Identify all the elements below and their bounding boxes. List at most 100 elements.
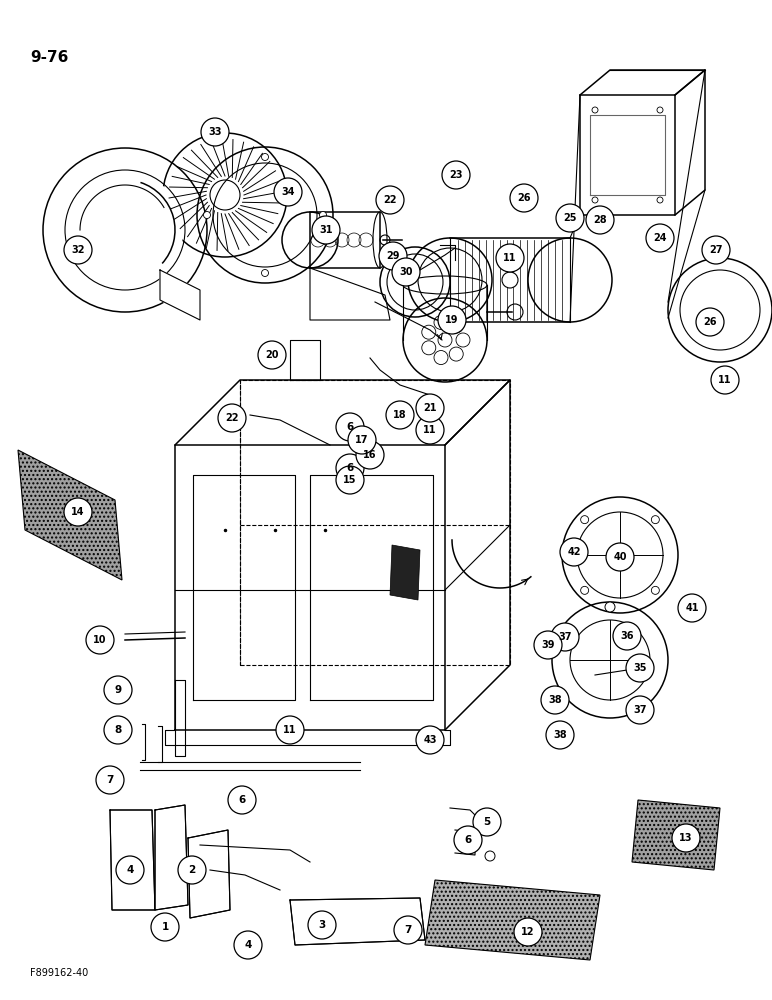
Text: 4: 4 bbox=[127, 865, 134, 875]
Circle shape bbox=[473, 808, 501, 836]
Text: 6: 6 bbox=[347, 422, 354, 432]
Circle shape bbox=[581, 516, 588, 524]
Text: 13: 13 bbox=[679, 833, 692, 843]
Circle shape bbox=[96, 766, 124, 794]
Text: 42: 42 bbox=[567, 547, 581, 557]
Text: 10: 10 bbox=[93, 635, 107, 645]
Circle shape bbox=[276, 716, 304, 744]
Text: 22: 22 bbox=[383, 195, 397, 205]
Circle shape bbox=[560, 538, 588, 566]
Circle shape bbox=[510, 184, 538, 212]
Text: 20: 20 bbox=[266, 350, 279, 360]
Polygon shape bbox=[425, 880, 600, 960]
Circle shape bbox=[711, 366, 739, 394]
Text: 19: 19 bbox=[445, 315, 459, 325]
Text: 36: 36 bbox=[620, 631, 634, 641]
Circle shape bbox=[348, 426, 376, 454]
Circle shape bbox=[514, 918, 542, 946]
Circle shape bbox=[613, 622, 641, 650]
Circle shape bbox=[652, 516, 659, 524]
Circle shape bbox=[702, 236, 730, 264]
Text: 29: 29 bbox=[386, 251, 400, 261]
Text: 32: 32 bbox=[71, 245, 85, 255]
Text: 30: 30 bbox=[399, 267, 413, 277]
Circle shape bbox=[605, 602, 615, 612]
Circle shape bbox=[320, 212, 327, 219]
Polygon shape bbox=[290, 898, 425, 945]
Circle shape bbox=[379, 242, 407, 270]
Circle shape bbox=[336, 466, 364, 494]
Text: 31: 31 bbox=[320, 225, 333, 235]
Text: 11: 11 bbox=[718, 375, 732, 385]
Text: 23: 23 bbox=[449, 170, 462, 180]
Circle shape bbox=[336, 413, 364, 441]
Circle shape bbox=[312, 216, 340, 244]
Circle shape bbox=[416, 416, 444, 444]
Circle shape bbox=[218, 404, 246, 432]
Text: 26: 26 bbox=[517, 193, 531, 203]
Text: 35: 35 bbox=[633, 663, 647, 673]
Text: 5: 5 bbox=[483, 817, 491, 827]
Text: 40: 40 bbox=[613, 552, 627, 562]
Text: 2: 2 bbox=[188, 865, 195, 875]
Circle shape bbox=[416, 394, 444, 422]
Circle shape bbox=[104, 676, 132, 704]
Polygon shape bbox=[160, 270, 200, 320]
Circle shape bbox=[626, 696, 654, 724]
Circle shape bbox=[228, 786, 256, 814]
Text: 8: 8 bbox=[114, 725, 122, 735]
Text: 3: 3 bbox=[318, 920, 326, 930]
Circle shape bbox=[581, 586, 588, 594]
Circle shape bbox=[308, 911, 336, 939]
Text: 6: 6 bbox=[465, 835, 472, 845]
Circle shape bbox=[465, 843, 475, 853]
Text: 38: 38 bbox=[554, 730, 567, 740]
Text: 39: 39 bbox=[541, 640, 555, 650]
Text: 7: 7 bbox=[405, 925, 411, 935]
Circle shape bbox=[394, 916, 422, 944]
Text: 21: 21 bbox=[423, 403, 437, 413]
Text: 34: 34 bbox=[281, 187, 295, 197]
Circle shape bbox=[678, 594, 706, 622]
Circle shape bbox=[586, 206, 614, 234]
Polygon shape bbox=[110, 810, 155, 910]
Text: 27: 27 bbox=[709, 245, 723, 255]
Circle shape bbox=[626, 654, 654, 682]
Text: 41: 41 bbox=[686, 603, 699, 613]
Text: 16: 16 bbox=[364, 450, 377, 460]
Polygon shape bbox=[632, 800, 720, 870]
Circle shape bbox=[696, 308, 724, 336]
Circle shape bbox=[274, 178, 302, 206]
Circle shape bbox=[541, 686, 569, 714]
Circle shape bbox=[234, 931, 262, 959]
Circle shape bbox=[204, 212, 211, 219]
Polygon shape bbox=[188, 830, 230, 918]
Circle shape bbox=[376, 186, 404, 214]
Circle shape bbox=[606, 543, 634, 571]
Circle shape bbox=[416, 726, 444, 754]
Circle shape bbox=[496, 244, 524, 272]
Circle shape bbox=[116, 856, 144, 884]
Text: 1: 1 bbox=[161, 922, 168, 932]
Circle shape bbox=[646, 224, 674, 252]
Circle shape bbox=[86, 626, 114, 654]
Text: 9-76: 9-76 bbox=[30, 50, 69, 65]
Text: 22: 22 bbox=[225, 413, 239, 423]
Text: 7: 7 bbox=[107, 775, 113, 785]
Text: 24: 24 bbox=[653, 233, 667, 243]
Text: 6: 6 bbox=[239, 795, 245, 805]
Text: 11: 11 bbox=[283, 725, 296, 735]
Circle shape bbox=[64, 498, 92, 526]
Text: 9: 9 bbox=[114, 685, 121, 695]
Circle shape bbox=[262, 153, 269, 160]
Circle shape bbox=[551, 623, 579, 651]
Text: 15: 15 bbox=[344, 475, 357, 485]
Circle shape bbox=[454, 826, 482, 854]
Circle shape bbox=[178, 856, 206, 884]
Circle shape bbox=[64, 236, 92, 264]
Text: 12: 12 bbox=[521, 927, 535, 937]
Circle shape bbox=[386, 401, 414, 429]
Text: 26: 26 bbox=[703, 317, 716, 327]
Text: 4: 4 bbox=[244, 940, 252, 950]
Circle shape bbox=[392, 258, 420, 286]
